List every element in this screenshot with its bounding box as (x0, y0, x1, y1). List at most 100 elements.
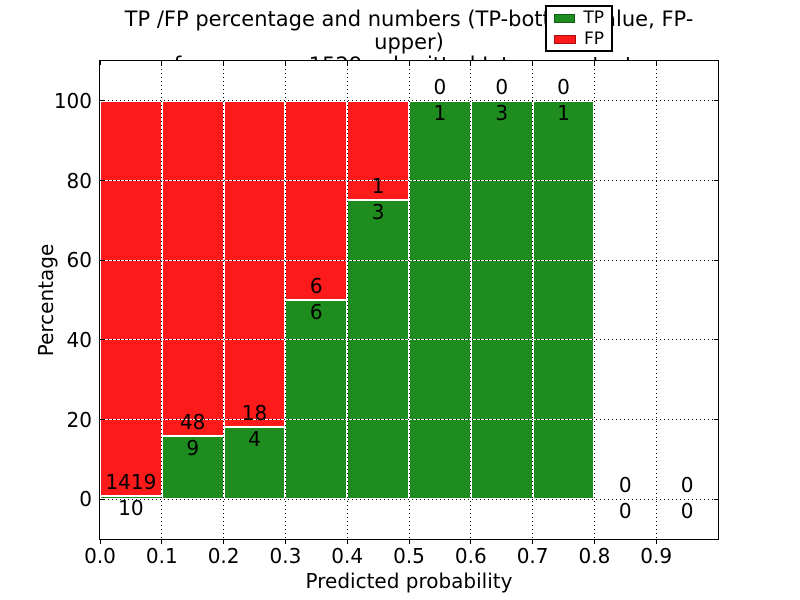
bar-segment-fp (285, 100, 348, 300)
x-tick-mark-bottom (655, 540, 657, 544)
y-tick-label: 20 (66, 407, 92, 432)
bar-label-fp: 1 (371, 174, 385, 199)
y-tick-mark-right (714, 419, 718, 420)
bar-label-fp: 18 (241, 400, 268, 425)
bar-segment-tp (347, 200, 409, 500)
bar-label-tp: 9 (186, 436, 200, 461)
x-tick-mark-top (470, 61, 472, 65)
y-tick-mark-right (714, 100, 718, 102)
x-tick-mark-top (655, 61, 657, 65)
legend-entry-fp: FP (554, 30, 604, 48)
bar-label-tp: 0 (680, 499, 694, 524)
grid-line-horizontal (100, 339, 718, 341)
grid-line-vertical (223, 61, 225, 539)
x-tick-mark-top (284, 61, 286, 65)
fp-color-swatch (554, 34, 576, 44)
x-tick-mark-top (223, 61, 225, 65)
x-tick-label: 0.6 (454, 544, 487, 568)
grid-line-vertical (593, 61, 595, 539)
x-tick-label: 0.0 (84, 544, 116, 568)
y-tick-mark-left (100, 339, 104, 341)
bar-segment-fp (347, 100, 409, 201)
x-tick-mark-top (346, 61, 348, 65)
bar-segment-fp (161, 100, 224, 437)
bar-segment-tp (409, 100, 471, 500)
y-tick-label: 100 (53, 88, 92, 113)
bar-label-tp: 1 (557, 100, 570, 125)
bar-label-tp: 3 (371, 200, 385, 225)
grid-line-horizontal (100, 498, 718, 500)
x-tick-label: 0.1 (145, 544, 178, 568)
bar-label-fp: 0 (680, 473, 694, 498)
x-tick-mark-bottom (408, 540, 410, 544)
x-tick-mark-top (161, 61, 163, 65)
tp-color-swatch (554, 13, 576, 23)
bar-label-fp: 0 (495, 74, 509, 99)
y-tick-mark-right (714, 259, 718, 261)
bar-label-fp: 0 (618, 473, 632, 498)
x-tick-mark-top (532, 61, 534, 65)
bar-label-tp: 1 (433, 100, 447, 125)
y-tick-mark-left (100, 180, 104, 181)
grid-line-horizontal (100, 180, 718, 181)
legend: TP FP (545, 5, 613, 52)
x-tick-label: 0.4 (331, 544, 364, 568)
y-tick-mark-left (100, 100, 104, 102)
x-tick-label: 0.3 (269, 544, 302, 568)
bar-label-fp: 48 (179, 410, 206, 435)
x-tick-mark-bottom (593, 540, 595, 544)
y-axis-label: Percentage (34, 243, 58, 357)
x-tick-mark-bottom (223, 540, 225, 544)
bar-label-tp: 4 (248, 426, 261, 451)
y-tick-label: 60 (66, 248, 92, 273)
grid-line-horizontal (100, 259, 718, 261)
y-tick-mark-left (100, 419, 104, 420)
bar-label-fp: 0 (433, 74, 447, 99)
x-tick-label: 0.9 (640, 544, 673, 568)
plot-area: 1419 10 48 9 18 4 6 6 1 3 0 1 0 3 0 1 0 0 0 0 (99, 60, 719, 540)
grid-line-vertical (284, 61, 286, 539)
y-tick-mark-left (100, 498, 104, 500)
x-tick-label: 0.5 (393, 544, 425, 568)
bar-segment-tp (470, 100, 533, 500)
x-tick-mark-top (99, 61, 101, 65)
y-tick-label: 40 (66, 327, 92, 352)
x-tick-mark-top (593, 61, 595, 65)
grid-line-vertical (532, 61, 534, 539)
bar-label-tp: 10 (118, 496, 144, 521)
x-tick-mark-bottom (346, 540, 348, 544)
bar-label-fp: 0 (557, 74, 570, 99)
legend-label-tp: TP (583, 7, 604, 28)
x-axis-label: Predicted probability (305, 569, 513, 593)
grid-line-vertical (655, 61, 657, 539)
bar-segment-tp (223, 426, 286, 500)
grid-line-vertical (161, 61, 163, 539)
x-tick-label: 0.7 (516, 544, 549, 568)
legend-entry-tp: TP (554, 7, 604, 28)
x-tick-mark-bottom (470, 540, 472, 544)
bar-segment-fp (100, 100, 162, 497)
y-tick-mark-right (714, 498, 718, 500)
bar-label-tp: 3 (495, 100, 509, 125)
y-tick-mark-right (714, 339, 718, 341)
y-tick-mark-right (714, 180, 718, 181)
x-tick-mark-bottom (99, 540, 101, 544)
y-tick-mark-left (100, 259, 104, 261)
x-tick-label: 0.8 (578, 544, 611, 568)
grid-line-horizontal (100, 419, 718, 420)
grid-line-vertical (346, 61, 348, 539)
x-tick-mark-top (408, 61, 410, 65)
x-tick-mark-bottom (284, 540, 286, 544)
y-tick-label: 80 (66, 168, 92, 193)
bar-segment-tp (532, 100, 595, 500)
chart-title-line1: TP /FP percentage and numbers (TP-bottom… (124, 7, 694, 54)
x-tick-label: 0.2 (207, 544, 240, 568)
y-tick-label: 0 (79, 487, 92, 512)
grid-line-vertical (408, 61, 410, 539)
grid-line-horizontal (100, 100, 718, 102)
bar-label-fp: 6 (309, 274, 323, 298)
bar-label-tp: 6 (309, 300, 323, 324)
bar-segment-tp (285, 300, 348, 500)
bar-segment-fp (223, 100, 286, 427)
